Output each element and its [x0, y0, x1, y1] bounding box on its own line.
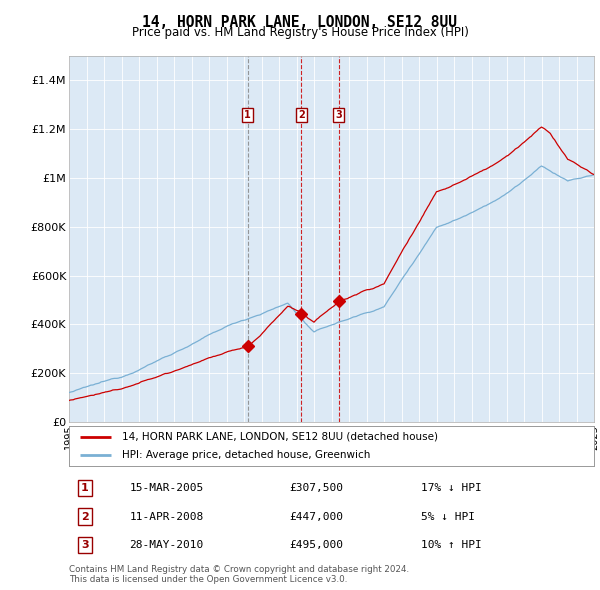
Text: 1: 1	[81, 483, 89, 493]
Text: HPI: Average price, detached house, Greenwich: HPI: Average price, detached house, Gree…	[121, 450, 370, 460]
Text: £447,000: £447,000	[290, 512, 343, 522]
Text: Contains HM Land Registry data © Crown copyright and database right 2024.: Contains HM Land Registry data © Crown c…	[69, 565, 409, 573]
Text: 2: 2	[298, 110, 305, 120]
Text: 15-MAR-2005: 15-MAR-2005	[130, 483, 203, 493]
Text: 17% ↓ HPI: 17% ↓ HPI	[421, 483, 482, 493]
Text: 1: 1	[244, 110, 251, 120]
Text: 11-APR-2008: 11-APR-2008	[130, 512, 203, 522]
Text: This data is licensed under the Open Government Licence v3.0.: This data is licensed under the Open Gov…	[69, 575, 347, 584]
Text: 14, HORN PARK LANE, LONDON, SE12 8UU: 14, HORN PARK LANE, LONDON, SE12 8UU	[143, 15, 458, 30]
Text: 10% ↑ HPI: 10% ↑ HPI	[421, 540, 482, 550]
Text: 14, HORN PARK LANE, LONDON, SE12 8UU (detached house): 14, HORN PARK LANE, LONDON, SE12 8UU (de…	[121, 432, 437, 442]
Text: 3: 3	[335, 110, 342, 120]
Text: £495,000: £495,000	[290, 540, 343, 550]
Text: 5% ↓ HPI: 5% ↓ HPI	[421, 512, 475, 522]
Text: £307,500: £307,500	[290, 483, 343, 493]
Text: 3: 3	[81, 540, 89, 550]
Text: 28-MAY-2010: 28-MAY-2010	[130, 540, 203, 550]
Text: 2: 2	[81, 512, 89, 522]
Text: Price paid vs. HM Land Registry's House Price Index (HPI): Price paid vs. HM Land Registry's House …	[131, 26, 469, 39]
